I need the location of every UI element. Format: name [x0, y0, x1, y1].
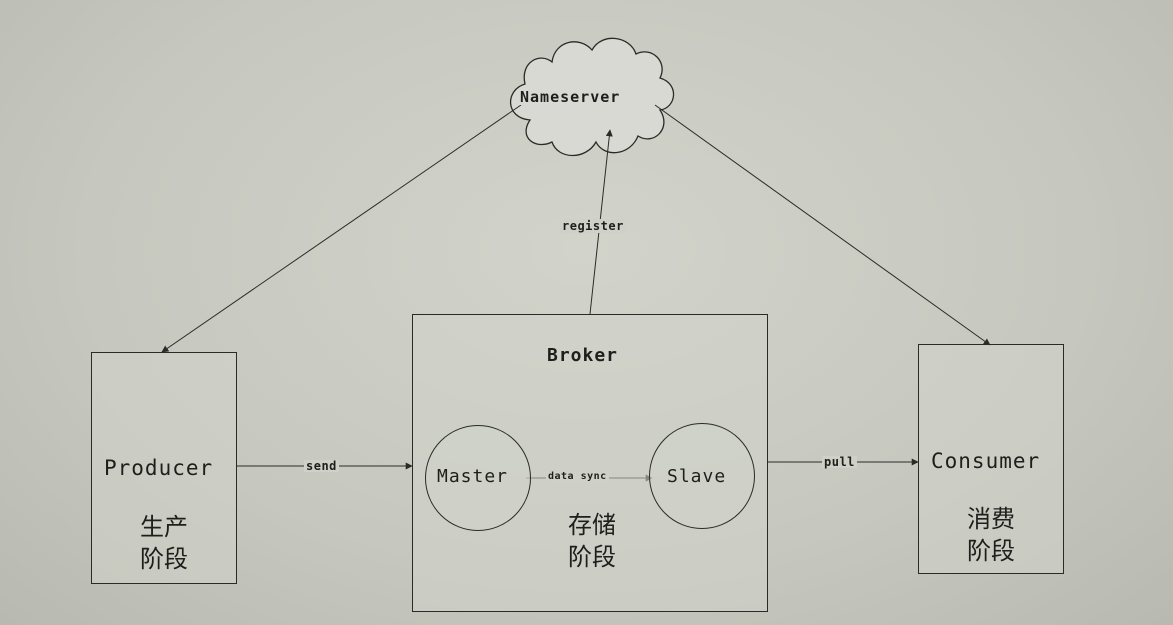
broker-box: Broker Master Slave 存储 阶段 — [412, 314, 768, 612]
consumer-stage-label: 消费 阶段 — [967, 505, 1015, 565]
broker-label: Broker — [547, 345, 619, 366]
consumer-label: Consumer — [931, 449, 1041, 473]
edge-register-label: register — [560, 219, 626, 233]
edge-pull-label: pull — [822, 455, 857, 469]
master-label: Master — [437, 466, 509, 487]
master-node: Master — [425, 425, 531, 531]
edge-send-label: send — [304, 459, 339, 473]
edge-nameserver-producer — [161, 104, 522, 353]
edge-nameserver-consumer — [654, 104, 991, 346]
consumer-box: Consumer 消费 阶段 — [918, 344, 1064, 574]
producer-stage-label: 生产 阶段 — [140, 513, 188, 573]
edge-data-sync-label: data sync — [546, 471, 609, 482]
producer-label: Producer — [104, 456, 214, 480]
producer-box: Producer 生产 阶段 — [91, 352, 237, 584]
slave-node: Slave — [649, 423, 755, 529]
slave-label: Slave — [667, 466, 727, 487]
nameserver-label: Nameserver — [518, 88, 623, 106]
broker-stage-label: 存储 阶段 — [568, 511, 616, 571]
